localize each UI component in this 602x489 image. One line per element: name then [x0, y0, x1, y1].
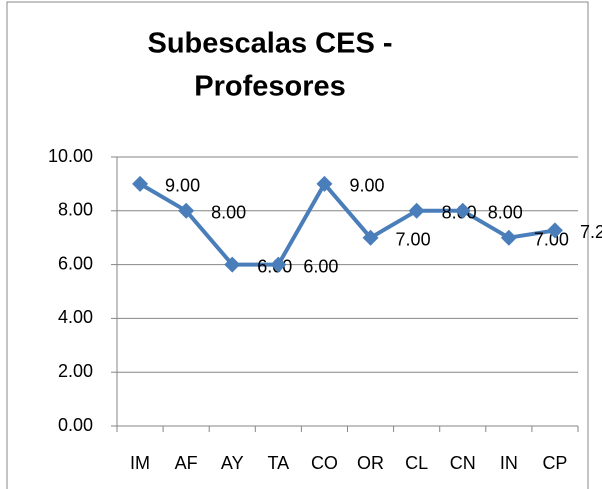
x-tick-label: CN: [450, 453, 476, 473]
x-tick-label: CP: [542, 453, 567, 473]
data-label: 6.00: [303, 256, 338, 276]
chart-title: Subescalas CES -: [148, 28, 393, 60]
data-label: 9.00: [349, 176, 384, 196]
marker: [270, 256, 287, 273]
data-label: 8.00: [488, 203, 523, 223]
chart-border: [6, 1, 589, 489]
x-tick-label: OR: [357, 453, 384, 473]
x-tick-label: CL: [405, 453, 428, 473]
y-tick-label: 6.00: [58, 253, 93, 273]
chart-title: Profesores: [194, 71, 346, 103]
data-label: 8.00: [211, 203, 246, 223]
y-tick-label: 10.00: [48, 146, 93, 166]
data-label: 7.27: [580, 222, 602, 242]
x-tick-label: IN: [500, 453, 518, 473]
marker: [316, 175, 333, 192]
y-tick-label: 2.00: [58, 361, 93, 381]
y-tick-label: 4.00: [58, 307, 93, 327]
marker: [224, 256, 241, 273]
x-tick-label: AY: [221, 453, 244, 473]
x-tick-label: IM: [130, 453, 150, 473]
x-tick-label: TA: [268, 453, 290, 473]
x-tick-label: AF: [175, 453, 198, 473]
y-tick-label: 8.00: [58, 200, 93, 220]
marker: [362, 229, 379, 246]
data-label: 7.00: [396, 229, 431, 249]
marker: [454, 202, 471, 219]
line: [139, 181, 556, 267]
marker: [500, 229, 517, 246]
marker: [546, 222, 563, 239]
y-tick-label: 0.00: [58, 415, 93, 435]
marker: [132, 175, 149, 192]
x-tick-label: CO: [311, 453, 338, 473]
marker: [408, 202, 425, 219]
marker: [178, 202, 195, 219]
data-label: 9.00: [165, 176, 200, 196]
data-label: 7.00: [534, 229, 569, 249]
